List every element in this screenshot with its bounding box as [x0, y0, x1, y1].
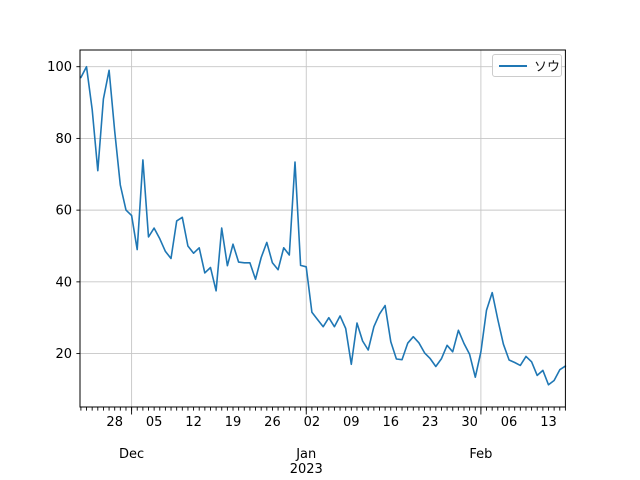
x-week-tick-label: 23 [422, 415, 439, 430]
x-month-label: Feb [469, 447, 492, 462]
x-week-tick-label: 12 [185, 415, 202, 430]
x-week-tick-label: 28 [106, 415, 123, 430]
x-month-label: Dec [119, 447, 144, 462]
x-week-tick-label: 09 [343, 415, 360, 430]
x-week-tick-label: 13 [540, 415, 557, 430]
x-week-tick-label: 16 [382, 415, 399, 430]
x-year-label: 2023 [290, 462, 323, 477]
x-month-label: Jan [295, 447, 316, 462]
x-week-tick-label: 06 [501, 415, 518, 430]
ticks-group [76, 66, 566, 415]
x-week-tick-label: 05 [146, 415, 163, 430]
legend-line-swatch [499, 64, 527, 67]
grid-group [80, 50, 566, 407]
x-week-tick-label: 02 [304, 415, 321, 430]
y-tick-label: 60 [55, 204, 72, 219]
y-tick-label: 100 [47, 60, 72, 75]
y-tick-label: 20 [55, 347, 72, 362]
y-tick-label: 40 [55, 275, 72, 290]
legend-series-label: ソウ [534, 60, 561, 75]
y-tick-label: 80 [55, 132, 72, 147]
x-week-tick-label: 19 [225, 415, 242, 430]
x-week-tick-label: 30 [461, 415, 478, 430]
plot-border [79, 49, 566, 408]
data-line [80, 65, 567, 386]
legend-box: ソウ [492, 54, 562, 77]
x-week-tick-label: 26 [264, 415, 281, 430]
